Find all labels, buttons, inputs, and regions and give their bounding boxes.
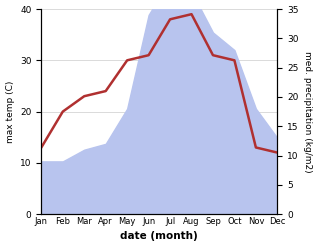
Y-axis label: max temp (C): max temp (C) — [5, 80, 15, 143]
X-axis label: date (month): date (month) — [121, 231, 198, 242]
Y-axis label: med. precipitation (kg/m2): med. precipitation (kg/m2) — [303, 51, 313, 172]
